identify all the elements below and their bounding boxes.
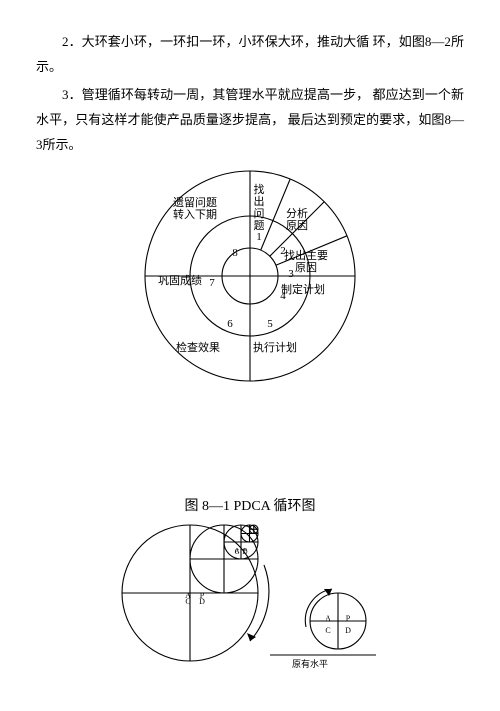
svg-text:5: 5 bbox=[267, 318, 273, 330]
svg-text:找: 找 bbox=[254, 182, 265, 196]
pdca-wheel-diagram: 1找出问题2分析原因3找出主要原因4制定计划5执行计划6检查效果7巩固成绩8遗留… bbox=[36, 161, 464, 400]
paragraph-3: 3．管理循环每转动一周，其管理水平就应提高一步， 都应达到一个新水平，只有这样才… bbox=[36, 83, 464, 157]
svg-text:A: A bbox=[325, 614, 331, 623]
svg-text:D: D bbox=[199, 597, 205, 606]
svg-text:制定计划: 制定计划 bbox=[281, 282, 325, 296]
svg-text:D: D bbox=[345, 626, 351, 635]
svg-text:题: 题 bbox=[254, 219, 265, 232]
svg-text:出: 出 bbox=[254, 194, 265, 208]
svg-text:8: 8 bbox=[232, 247, 238, 259]
svg-text:7: 7 bbox=[209, 277, 215, 289]
svg-text:C: C bbox=[235, 548, 240, 556]
svg-text:C: C bbox=[185, 597, 190, 606]
svg-text:找出主要: 找出主要 bbox=[284, 248, 328, 262]
svg-text:转入下期: 转入下期 bbox=[173, 207, 217, 221]
figure-8-1-caption: 图 8—1 PDCA 循环图 bbox=[36, 494, 464, 521]
svg-text:1: 1 bbox=[256, 231, 262, 243]
svg-text:执行计划: 执行计划 bbox=[253, 340, 297, 354]
svg-text:3: 3 bbox=[288, 268, 294, 280]
svg-text:原因: 原因 bbox=[286, 219, 308, 232]
pdca-spiral-diagram: APCDAPCDAPCD原有水平 bbox=[36, 523, 464, 682]
svg-text:C: C bbox=[325, 626, 330, 635]
svg-text:D: D bbox=[242, 548, 247, 556]
svg-text:问: 问 bbox=[254, 207, 265, 220]
svg-text:原因: 原因 bbox=[295, 261, 317, 274]
svg-text:P: P bbox=[346, 614, 351, 623]
svg-text:检查效果: 检查效果 bbox=[176, 340, 220, 354]
svg-text:遗留问题: 遗留问题 bbox=[173, 195, 217, 209]
paragraph-2: 2．大环套小环，一环扣一环，小环保大环，推动大循 环，如图8—2所示。 bbox=[36, 30, 464, 79]
svg-text:原有水平: 原有水平 bbox=[292, 658, 328, 669]
svg-text:6: 6 bbox=[227, 318, 233, 330]
svg-text:巩固成绩: 巩固成绩 bbox=[158, 274, 202, 287]
svg-text:分析: 分析 bbox=[286, 206, 308, 220]
